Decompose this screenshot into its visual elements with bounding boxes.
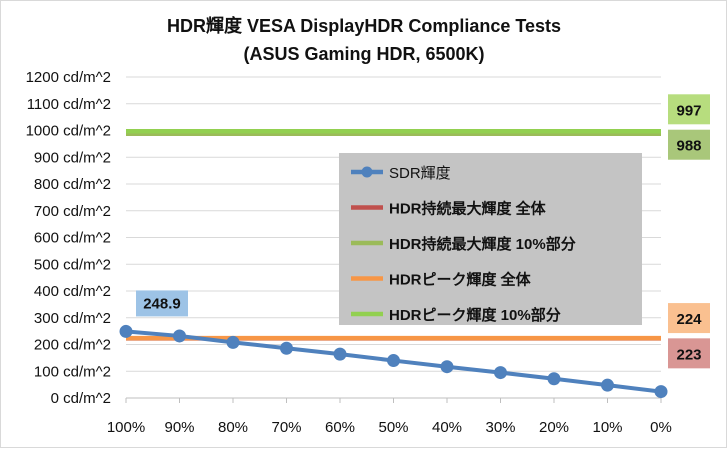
data-label: 997 (676, 102, 701, 119)
x-tick-label: 40% (432, 419, 462, 436)
data-labels: 248.9 223 988 224 997 (136, 94, 710, 369)
data-label: 224 (676, 311, 702, 328)
data-label-box (668, 338, 710, 369)
x-tick-label: 10% (592, 419, 622, 436)
x-tick-label: 30% (485, 419, 515, 436)
data-point (119, 324, 133, 338)
data-point (440, 360, 454, 374)
legend: SDR輝度 HDR持続最大輝度 全体 HDR持続最大輝度 10%部分 HDRピーク輝度… (339, 153, 642, 325)
data-label: 988 (676, 138, 701, 155)
legend-label: HDRピーク輝度 全体 (389, 271, 532, 289)
chart-subtitle: (ASUS Gaming HDR, 6500K) (243, 44, 484, 64)
x-tick-label: 0% (650, 419, 672, 436)
x-tick-label: 20% (539, 419, 569, 436)
legend-label: HDRピーク輝度 10%部分 (389, 306, 561, 324)
x-tick-label: 60% (325, 419, 355, 436)
axes: 0 cd/m^2 100 cd/m^2 200 cd/m^2 300 cd/m^2 40… (26, 69, 672, 436)
data-label: 223 (676, 346, 701, 363)
y-tick-label: 600 cd/m^2 (34, 230, 111, 247)
y-tick-label: 1100 cd/m^2 (27, 96, 111, 113)
data-point (333, 347, 347, 361)
x-tick-label: 80% (218, 419, 248, 436)
y-tick-label: 400 cd/m^2 (34, 283, 111, 300)
chart-title: HDR輝度 VESA DisplayHDR Compliance Tests (167, 15, 561, 36)
y-tick-label: 900 cd/m^2 (34, 149, 111, 166)
data-point (654, 385, 668, 399)
data-point (494, 366, 507, 380)
data-point (280, 341, 293, 355)
y-tick-label: 500 cd/m^2 (34, 256, 111, 273)
data-point (601, 378, 614, 392)
x-tick-label: 100% (107, 419, 145, 436)
x-tick-label: 90% (164, 419, 194, 436)
data-point (547, 372, 561, 386)
y-tick-label: 100 cd/m^2 (34, 363, 111, 380)
y-tick-label: 800 cd/m^2 (34, 176, 111, 193)
data-point (387, 354, 400, 368)
x-tick-label: 50% (378, 419, 408, 436)
data-label-box (668, 303, 710, 334)
legend-box (339, 153, 642, 325)
legend-marker (361, 166, 373, 178)
legend-label: SDR輝度 (389, 165, 451, 182)
data-label-box (668, 94, 710, 125)
y-tick-label: 300 cd/m^2 (34, 310, 111, 327)
data-label-box (136, 290, 188, 317)
y-tick-label: 1000 cd/m^2 (26, 123, 111, 140)
data-label: 248.9 (143, 295, 181, 312)
data-point (173, 329, 186, 343)
series-lines (119, 129, 668, 399)
y-tick-label: 200 cd/m^2 (34, 337, 111, 354)
y-tick-label: 700 cd/m^2 (34, 203, 111, 220)
x-tick-label: 70% (271, 419, 301, 436)
y-tick-label: 1200 cd/m^2 (26, 69, 111, 86)
legend-label: HDR持続最大輝度 全体 (389, 200, 547, 218)
data-point (226, 335, 240, 349)
y-tick-label: 0 cd/m^2 (51, 390, 111, 407)
legend-label: HDR持続最大輝度 10%部分 (389, 235, 576, 253)
data-label-box (668, 129, 710, 160)
